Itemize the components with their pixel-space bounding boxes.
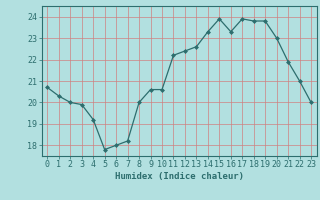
X-axis label: Humidex (Indice chaleur): Humidex (Indice chaleur) (115, 172, 244, 181)
